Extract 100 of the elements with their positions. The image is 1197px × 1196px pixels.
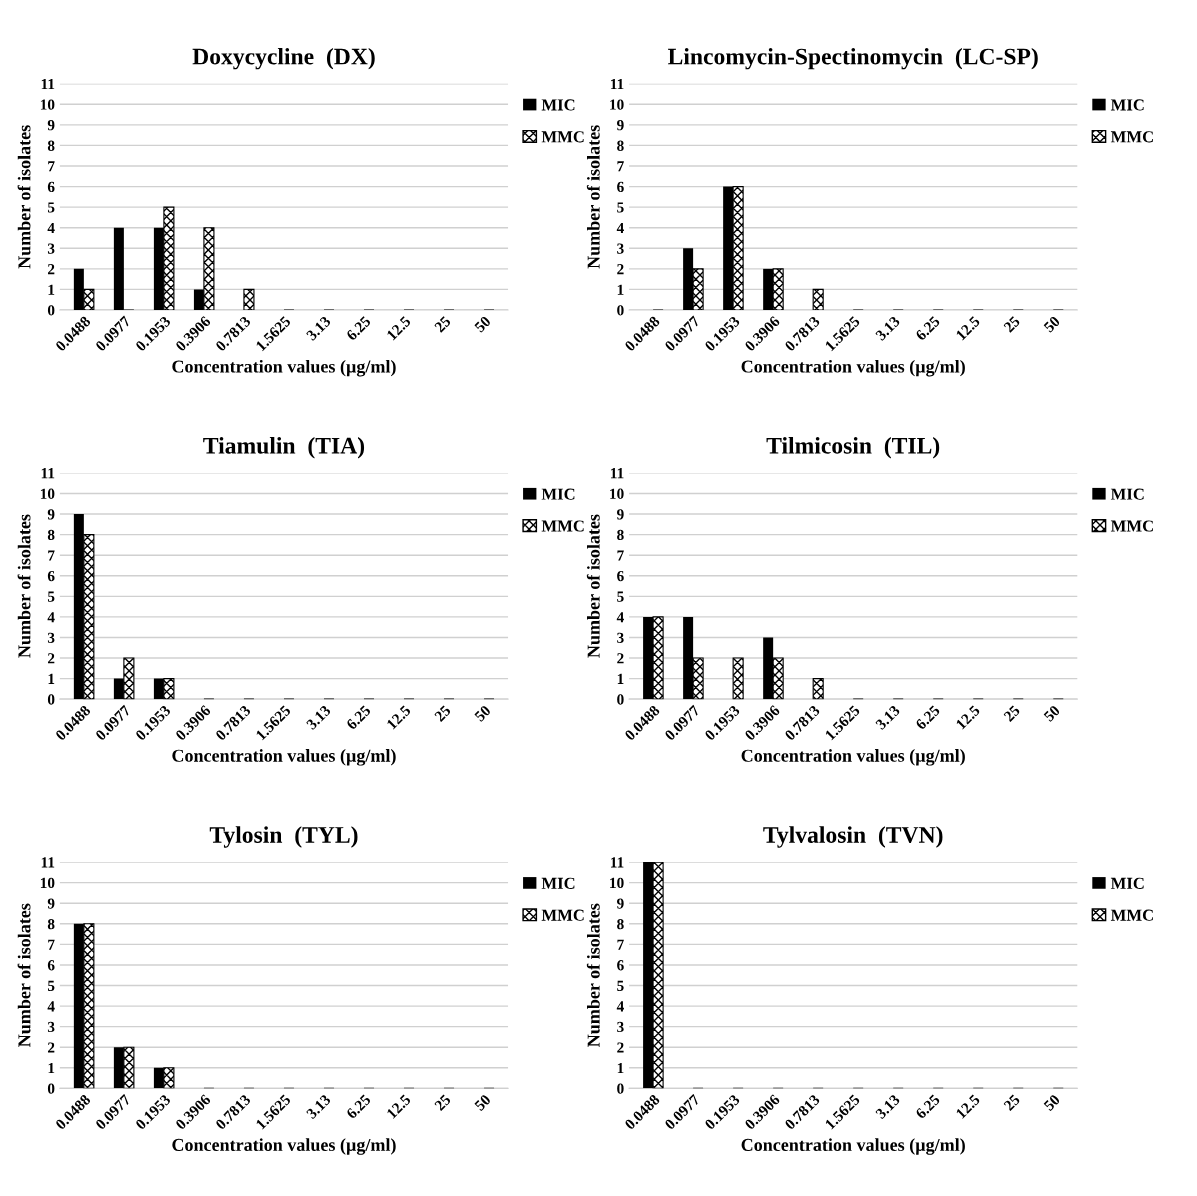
y-tick-label: 7 bbox=[48, 550, 55, 561]
legend-label: MMC bbox=[541, 520, 584, 532]
x-tick-label: 3.13 bbox=[305, 1093, 332, 1120]
x-tick-label: 12.5 bbox=[386, 704, 412, 730]
x-tick-label: 6.25 bbox=[915, 704, 941, 731]
x-tick-label: 50 bbox=[474, 704, 492, 723]
y-axis-title: Number of isolates bbox=[17, 514, 31, 658]
chart-title: Tiamulin (TIA) bbox=[203, 437, 365, 459]
y-tick-label: 6 bbox=[47, 960, 55, 971]
y-axis-title: Number of isolates bbox=[17, 903, 31, 1047]
y-tick-label: 6 bbox=[617, 181, 624, 193]
y-axis-title: Number of isolates bbox=[17, 125, 31, 269]
x-tick-label: 50 bbox=[474, 1093, 492, 1112]
x-tick-label: 3.13 bbox=[875, 1093, 901, 1120]
y-tick-label: 3 bbox=[617, 243, 624, 254]
y-tick-label: 6 bbox=[617, 960, 624, 971]
x-tick-label: 50 bbox=[1043, 1093, 1061, 1112]
y-tick-label: 4 bbox=[47, 1001, 55, 1012]
x-tick-label: 3.13 bbox=[305, 704, 332, 731]
y-tick-label: 7 bbox=[617, 550, 624, 561]
y-tick-label: 10 bbox=[610, 877, 624, 889]
y-tick-label: 3 bbox=[47, 632, 55, 643]
y-axis-title: Number of isolates bbox=[586, 903, 600, 1047]
x-tick-label: 25 bbox=[1003, 704, 1021, 722]
y-tick-label: 0 bbox=[617, 694, 624, 705]
y-tick-label: 11 bbox=[611, 78, 624, 90]
x-axis-title: Concentration values (µg/ml) bbox=[172, 1138, 396, 1155]
legend-label: MMC bbox=[1110, 909, 1153, 921]
y-tick-label: 7 bbox=[48, 939, 55, 950]
y-tick-label: 0 bbox=[47, 1083, 55, 1094]
y-tick-label: 8 bbox=[47, 918, 55, 930]
y-tick-label: 4 bbox=[616, 612, 624, 623]
y-tick-label: 3 bbox=[47, 243, 55, 254]
y-tick-label: 1 bbox=[48, 673, 55, 684]
y-tick-label: 2 bbox=[47, 264, 55, 275]
y-tick-label: 10 bbox=[610, 99, 624, 110]
x-tick-label: 6.25 bbox=[345, 1093, 372, 1120]
y-tick-label: 3 bbox=[617, 1021, 624, 1033]
y-tick-label: 4 bbox=[616, 222, 624, 234]
y-tick-label: 6 bbox=[617, 570, 624, 582]
x-tick-label: 25 bbox=[434, 704, 452, 722]
y-tick-label: 7 bbox=[617, 939, 624, 950]
y-tick-label: 5 bbox=[47, 202, 55, 213]
x-tick-label: 25 bbox=[1003, 315, 1021, 333]
chart-title: Tilmicosin (TIL) bbox=[766, 437, 940, 459]
y-tick-label: 2 bbox=[617, 264, 624, 275]
chart-title: Doxycycline (DX) bbox=[192, 47, 375, 70]
y-tick-label: 2 bbox=[617, 653, 624, 664]
y-tick-label: 9 bbox=[47, 120, 55, 131]
y-tick-label: 5 bbox=[617, 980, 624, 991]
y-tick-label: 8 bbox=[617, 918, 624, 930]
x-tick-label: 50 bbox=[1043, 315, 1061, 333]
y-tick-label: 2 bbox=[47, 1042, 55, 1053]
chart-title: Tylvalosin (TVN) bbox=[763, 826, 943, 848]
y-tick-label: 6 bbox=[47, 570, 55, 582]
y-tick-label: 2 bbox=[617, 1042, 624, 1053]
x-tick-label: 6.25 bbox=[345, 704, 372, 731]
chart-title: Tylosin (TYL) bbox=[209, 826, 358, 848]
x-tick-label: 25 bbox=[434, 1093, 452, 1112]
x-axis-title: Concentration values (µg/ml) bbox=[172, 359, 396, 377]
y-tick-label: 9 bbox=[617, 120, 624, 131]
x-tick-label: 25 bbox=[1003, 1093, 1021, 1112]
y-tick-label: 8 bbox=[617, 529, 624, 541]
y-tick-label: 1 bbox=[617, 1063, 624, 1074]
y-tick-label: 9 bbox=[617, 898, 624, 909]
y-tick-label: 8 bbox=[47, 140, 55, 151]
legend-label: MIC bbox=[541, 488, 575, 500]
x-tick-label: 12.5 bbox=[386, 315, 412, 341]
y-tick-label: 11 bbox=[611, 857, 624, 868]
y-tick-label: 11 bbox=[41, 78, 55, 90]
x-tick-label: 12.5 bbox=[955, 315, 981, 341]
x-axis-title: Concentration values (µg/ml) bbox=[741, 359, 965, 377]
y-tick-label: 0 bbox=[47, 694, 55, 705]
legend-label: MIC bbox=[1110, 488, 1144, 500]
y-tick-label: 10 bbox=[40, 488, 55, 499]
x-tick-label: 3.13 bbox=[875, 704, 901, 731]
x-tick-label: 12.5 bbox=[955, 1093, 981, 1119]
y-tick-label: 0 bbox=[617, 1083, 624, 1094]
y-axis-title: Number of isolates bbox=[586, 514, 600, 658]
x-tick-label: 3.13 bbox=[875, 315, 901, 341]
y-tick-label: 8 bbox=[47, 529, 55, 541]
x-tick-label: 6.25 bbox=[915, 1093, 941, 1120]
y-tick-label: 11 bbox=[611, 468, 624, 479]
y-tick-label: 11 bbox=[41, 857, 55, 868]
y-tick-label: 4 bbox=[616, 1001, 624, 1012]
y-tick-label: 5 bbox=[47, 980, 55, 991]
y-tick-label: 11 bbox=[41, 468, 55, 479]
y-tick-label: 1 bbox=[48, 1063, 55, 1074]
y-tick-label: 1 bbox=[617, 673, 624, 684]
x-tick-label: 6.25 bbox=[915, 315, 941, 342]
y-tick-label: 10 bbox=[40, 877, 55, 889]
legend-label: MIC bbox=[1110, 877, 1144, 889]
y-tick-label: 0 bbox=[617, 305, 624, 316]
y-tick-label: 1 bbox=[617, 284, 624, 295]
x-tick-label: 6.25 bbox=[345, 315, 372, 342]
y-tick-label: 0 bbox=[47, 305, 55, 316]
legend-label: MMC bbox=[1110, 131, 1153, 143]
legend-label: MIC bbox=[1110, 99, 1144, 111]
x-tick-label: 50 bbox=[474, 315, 492, 333]
x-tick-label: 25 bbox=[434, 315, 452, 333]
